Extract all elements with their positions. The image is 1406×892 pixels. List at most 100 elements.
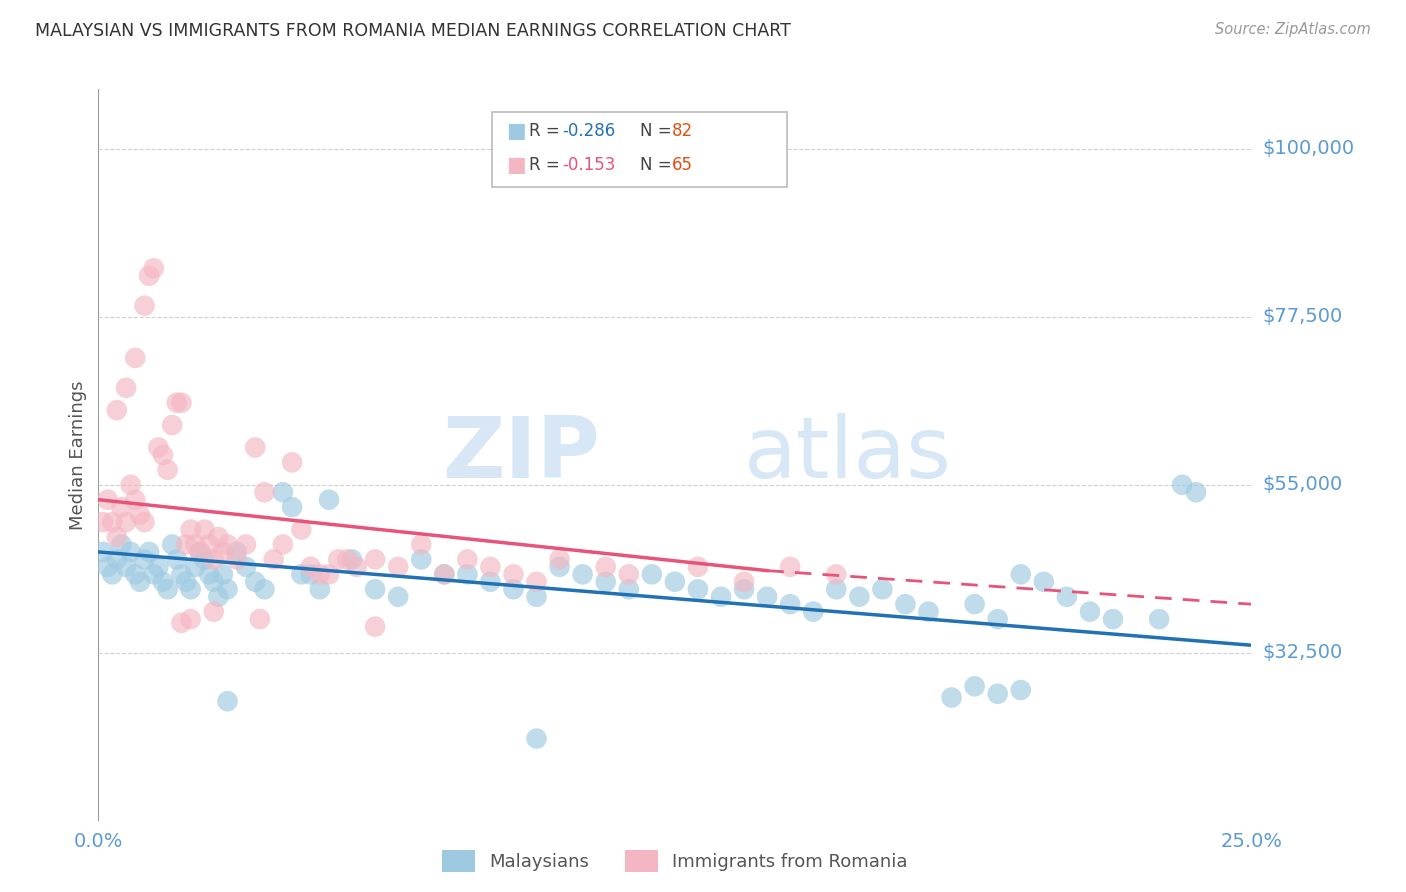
Point bbox=[941, 690, 963, 705]
Point bbox=[124, 492, 146, 507]
Point bbox=[170, 395, 193, 409]
Text: $77,500: $77,500 bbox=[1263, 308, 1343, 326]
Point bbox=[290, 567, 312, 582]
Point bbox=[115, 515, 138, 529]
Point bbox=[174, 574, 197, 589]
Point bbox=[779, 560, 801, 574]
Point bbox=[198, 567, 221, 582]
Point bbox=[249, 612, 271, 626]
Point bbox=[271, 537, 294, 551]
Point bbox=[180, 523, 202, 537]
Point bbox=[101, 515, 124, 529]
Point bbox=[456, 567, 478, 582]
Point bbox=[548, 560, 571, 574]
Point bbox=[148, 560, 170, 574]
Point bbox=[180, 612, 202, 626]
Point bbox=[872, 582, 894, 597]
Point bbox=[281, 500, 304, 515]
Point bbox=[963, 679, 986, 693]
Point bbox=[225, 552, 247, 566]
Point bbox=[245, 574, 267, 589]
Point bbox=[235, 560, 257, 574]
Point bbox=[571, 567, 593, 582]
Point bbox=[170, 567, 193, 582]
Text: atlas: atlas bbox=[744, 413, 952, 497]
Point bbox=[526, 574, 548, 589]
Point bbox=[120, 477, 142, 491]
Point bbox=[299, 560, 322, 574]
Point bbox=[733, 574, 755, 589]
Point bbox=[1102, 612, 1125, 626]
Point bbox=[281, 455, 304, 469]
Point bbox=[526, 731, 548, 746]
Text: $100,000: $100,000 bbox=[1263, 139, 1354, 159]
Point bbox=[1056, 590, 1078, 604]
Point bbox=[160, 418, 183, 433]
Point bbox=[142, 567, 165, 582]
Point bbox=[733, 582, 755, 597]
Point bbox=[664, 574, 686, 589]
Point bbox=[124, 567, 146, 582]
Point bbox=[825, 582, 848, 597]
Text: ■: ■ bbox=[506, 121, 526, 141]
Point bbox=[105, 403, 128, 417]
Text: N =: N = bbox=[640, 122, 676, 140]
Point bbox=[134, 299, 156, 313]
Point bbox=[364, 582, 387, 597]
Text: N =: N = bbox=[640, 156, 676, 174]
Point bbox=[318, 492, 340, 507]
Point bbox=[848, 590, 870, 604]
Point bbox=[263, 552, 285, 566]
Point bbox=[387, 560, 409, 574]
Text: ZIP: ZIP bbox=[443, 413, 600, 497]
Legend: Malaysians, Immigrants from Romania: Malaysians, Immigrants from Romania bbox=[433, 841, 917, 881]
Point bbox=[202, 552, 225, 566]
Point bbox=[1010, 567, 1032, 582]
Point bbox=[97, 560, 120, 574]
Point bbox=[328, 552, 350, 566]
Point bbox=[124, 351, 146, 365]
Point bbox=[617, 582, 640, 597]
Point bbox=[433, 567, 456, 582]
Point bbox=[129, 508, 152, 522]
Point bbox=[779, 597, 801, 611]
Point bbox=[253, 582, 276, 597]
Point bbox=[1147, 612, 1170, 626]
Point bbox=[184, 537, 207, 551]
Point bbox=[756, 590, 779, 604]
Point bbox=[1171, 477, 1194, 491]
Point bbox=[290, 523, 312, 537]
Point bbox=[217, 582, 239, 597]
Point bbox=[364, 619, 387, 633]
Point bbox=[479, 560, 502, 574]
Point bbox=[138, 268, 160, 283]
Text: ■: ■ bbox=[506, 155, 526, 175]
Point bbox=[105, 552, 128, 566]
Point bbox=[115, 560, 138, 574]
Point bbox=[340, 552, 363, 566]
Point bbox=[152, 574, 174, 589]
Point bbox=[217, 537, 239, 551]
Point bbox=[166, 395, 188, 409]
Point bbox=[212, 567, 235, 582]
Point bbox=[245, 441, 267, 455]
Point bbox=[97, 492, 120, 507]
Point bbox=[105, 530, 128, 544]
Point bbox=[134, 552, 156, 566]
Point bbox=[160, 537, 183, 551]
Point bbox=[138, 545, 160, 559]
Point bbox=[502, 567, 524, 582]
Point bbox=[193, 552, 215, 566]
Point bbox=[271, 485, 294, 500]
Point bbox=[193, 523, 215, 537]
Text: $55,000: $55,000 bbox=[1263, 475, 1343, 494]
Point bbox=[433, 567, 456, 582]
Point bbox=[152, 448, 174, 462]
Point bbox=[1185, 485, 1208, 500]
Point bbox=[641, 567, 664, 582]
Point bbox=[129, 574, 152, 589]
Point bbox=[217, 694, 239, 708]
Point bbox=[1032, 574, 1054, 589]
Point bbox=[188, 545, 211, 559]
Point bbox=[148, 441, 170, 455]
